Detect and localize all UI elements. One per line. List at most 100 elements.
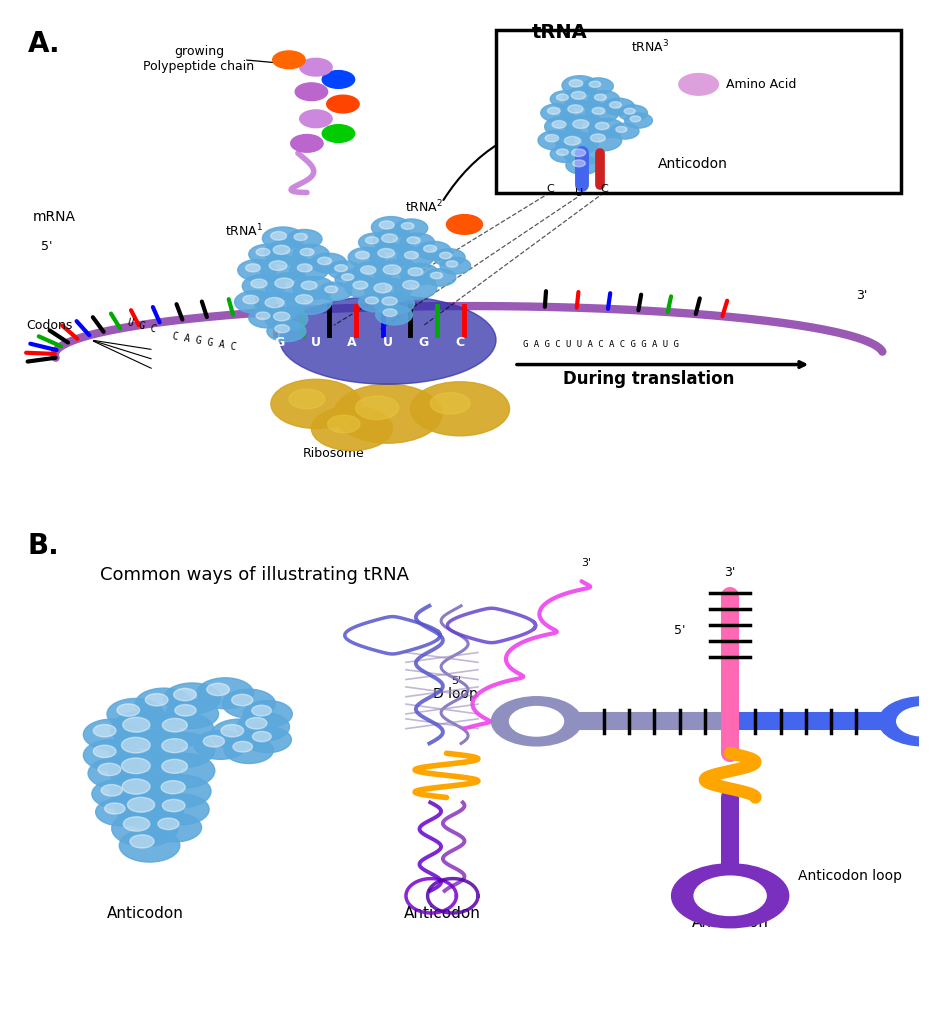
Circle shape	[286, 290, 332, 314]
Text: mRNA: mRNA	[32, 210, 75, 224]
Circle shape	[679, 74, 719, 95]
Text: U G C: U G C	[127, 317, 158, 335]
Text: G: G	[275, 336, 285, 349]
Circle shape	[135, 688, 192, 719]
Circle shape	[287, 229, 322, 249]
Circle shape	[263, 227, 304, 250]
Circle shape	[293, 245, 329, 264]
Circle shape	[492, 696, 582, 745]
Circle shape	[161, 760, 188, 773]
Circle shape	[311, 407, 392, 451]
Circle shape	[112, 810, 178, 847]
Circle shape	[293, 276, 334, 299]
Circle shape	[255, 292, 305, 319]
Circle shape	[358, 293, 393, 312]
Circle shape	[110, 772, 180, 810]
Text: Anticodon loop: Anticodon loop	[797, 869, 901, 883]
Text: Anticodon: Anticodon	[403, 905, 480, 921]
Ellipse shape	[280, 296, 496, 384]
Circle shape	[431, 272, 443, 279]
Circle shape	[109, 751, 181, 791]
Text: 5': 5'	[673, 624, 685, 637]
Text: 5': 5'	[41, 240, 53, 253]
Circle shape	[335, 270, 368, 288]
Circle shape	[323, 71, 355, 88]
Circle shape	[567, 104, 583, 113]
Circle shape	[356, 251, 370, 259]
Text: tRNA: tRNA	[532, 23, 588, 42]
Circle shape	[107, 698, 164, 729]
Circle shape	[301, 281, 317, 290]
Circle shape	[401, 263, 439, 285]
Circle shape	[610, 123, 639, 139]
Circle shape	[289, 389, 325, 409]
Circle shape	[251, 706, 271, 716]
Text: U: U	[575, 188, 582, 199]
Circle shape	[446, 261, 458, 267]
Circle shape	[571, 91, 585, 99]
Circle shape	[394, 275, 437, 299]
Circle shape	[275, 279, 294, 288]
Circle shape	[244, 727, 292, 753]
Text: tRNA$^2$: tRNA$^2$	[405, 199, 443, 215]
Circle shape	[551, 145, 582, 163]
Circle shape	[265, 272, 314, 300]
Circle shape	[88, 758, 144, 788]
Circle shape	[401, 233, 434, 252]
Circle shape	[150, 775, 211, 808]
Circle shape	[348, 248, 385, 267]
Circle shape	[151, 713, 214, 746]
Text: Amino Acid: Amino Acid	[726, 78, 796, 91]
Circle shape	[148, 813, 202, 842]
Circle shape	[117, 703, 140, 716]
Circle shape	[150, 754, 215, 788]
Circle shape	[341, 273, 354, 281]
Circle shape	[335, 264, 347, 271]
Circle shape	[232, 694, 253, 706]
Circle shape	[295, 295, 312, 304]
Text: D loop: D loop	[433, 687, 478, 701]
Circle shape	[588, 91, 619, 108]
Circle shape	[694, 877, 766, 915]
Circle shape	[573, 120, 589, 128]
Circle shape	[197, 678, 253, 709]
Circle shape	[360, 266, 376, 274]
Circle shape	[630, 116, 641, 122]
Circle shape	[548, 108, 560, 115]
Circle shape	[300, 248, 314, 256]
Circle shape	[249, 308, 285, 328]
Circle shape	[625, 113, 653, 128]
Circle shape	[119, 829, 180, 862]
Circle shape	[366, 297, 378, 304]
Circle shape	[541, 103, 574, 122]
Circle shape	[371, 217, 411, 238]
Text: 3': 3'	[724, 566, 735, 579]
Text: 3': 3'	[582, 558, 592, 568]
Circle shape	[211, 719, 267, 750]
Circle shape	[590, 134, 605, 142]
Circle shape	[161, 738, 188, 753]
Circle shape	[585, 103, 619, 122]
Circle shape	[265, 298, 284, 308]
Circle shape	[128, 798, 155, 812]
Circle shape	[294, 233, 308, 241]
Circle shape	[431, 392, 470, 414]
Circle shape	[290, 259, 328, 281]
Circle shape	[538, 131, 574, 151]
Circle shape	[122, 737, 150, 753]
Circle shape	[556, 94, 568, 100]
Circle shape	[565, 136, 581, 145]
Circle shape	[560, 100, 600, 122]
Text: U: U	[310, 336, 321, 349]
Circle shape	[260, 256, 307, 282]
Circle shape	[376, 305, 413, 325]
Circle shape	[242, 274, 285, 298]
Circle shape	[325, 286, 338, 293]
Circle shape	[879, 696, 938, 745]
Text: growing
Polypeptide chain: growing Polypeptide chain	[144, 45, 254, 73]
Circle shape	[588, 119, 624, 138]
Circle shape	[252, 731, 271, 741]
Circle shape	[256, 248, 270, 256]
Circle shape	[433, 249, 465, 266]
Circle shape	[166, 699, 219, 728]
